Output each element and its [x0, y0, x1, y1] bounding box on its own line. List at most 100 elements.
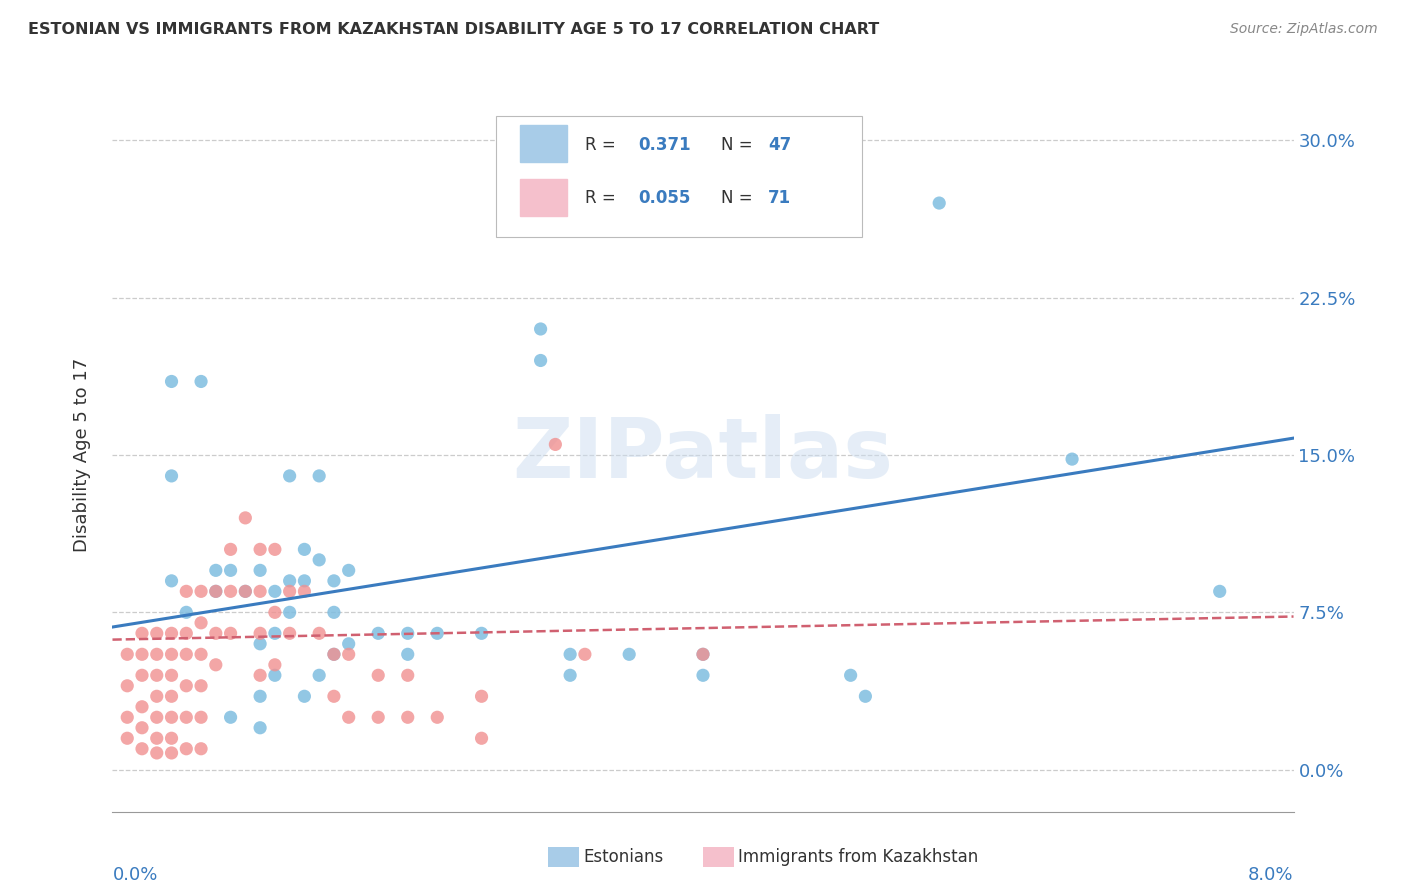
Point	[174, 584, 197, 599]
Point	[219, 626, 242, 640]
Point	[190, 375, 212, 389]
Point	[249, 626, 271, 640]
Text: ZIPatlas: ZIPatlas	[513, 415, 893, 495]
Point	[249, 637, 271, 651]
Point	[249, 721, 271, 735]
Point	[190, 648, 212, 662]
Text: 47: 47	[768, 136, 792, 153]
Point	[219, 710, 242, 724]
Point	[160, 731, 183, 746]
Point	[308, 626, 330, 640]
Point	[574, 648, 596, 662]
Point	[205, 584, 228, 599]
Point	[160, 574, 183, 588]
Point	[264, 626, 287, 640]
Point	[146, 710, 169, 724]
Point	[264, 584, 287, 599]
Point	[249, 563, 271, 577]
Point	[174, 741, 197, 756]
Point	[146, 668, 169, 682]
Point	[560, 668, 582, 682]
Point	[131, 648, 153, 662]
Point	[264, 605, 287, 619]
Point	[160, 690, 183, 704]
Point	[323, 648, 346, 662]
Point	[174, 648, 197, 662]
Point	[117, 731, 138, 746]
Point	[426, 710, 449, 724]
Point	[264, 657, 287, 672]
Point	[839, 668, 862, 682]
Point	[146, 746, 169, 760]
Point	[205, 584, 228, 599]
Point	[337, 710, 360, 724]
Point	[264, 542, 287, 557]
Point	[292, 542, 315, 557]
Point	[219, 563, 242, 577]
Point	[160, 469, 183, 483]
Point	[308, 469, 330, 483]
Point	[174, 710, 197, 724]
Text: ESTONIAN VS IMMIGRANTS FROM KAZAKHSTAN DISABILITY AGE 5 TO 17 CORRELATION CHART: ESTONIAN VS IMMIGRANTS FROM KAZAKHSTAN D…	[28, 22, 879, 37]
Point	[219, 584, 242, 599]
Point	[337, 637, 360, 651]
Point	[160, 375, 183, 389]
Point	[205, 657, 228, 672]
Point	[292, 584, 315, 599]
Text: 0.371: 0.371	[638, 136, 690, 153]
Text: N =: N =	[721, 189, 758, 207]
Point	[619, 648, 641, 662]
Point	[323, 648, 346, 662]
Point	[190, 679, 212, 693]
FancyBboxPatch shape	[496, 116, 862, 237]
Point	[117, 648, 138, 662]
Text: 8.0%: 8.0%	[1249, 866, 1294, 884]
Y-axis label: Disability Age 5 to 17: Disability Age 5 to 17	[73, 358, 91, 552]
Point	[278, 605, 301, 619]
Point	[367, 710, 389, 724]
Point	[308, 553, 330, 567]
Point	[146, 731, 169, 746]
Point	[249, 668, 271, 682]
Point	[174, 679, 197, 693]
Point	[233, 584, 256, 599]
Point	[249, 542, 271, 557]
Text: 0.055: 0.055	[638, 189, 690, 207]
Point	[471, 690, 494, 704]
Point	[160, 710, 183, 724]
Point	[278, 584, 301, 599]
Point	[233, 511, 256, 525]
Point	[337, 563, 360, 577]
Point	[308, 668, 330, 682]
Point	[146, 690, 169, 704]
Bar	[520, 125, 567, 162]
Point	[367, 626, 389, 640]
Point	[160, 648, 183, 662]
Point	[292, 574, 315, 588]
Point	[529, 322, 551, 336]
Point	[367, 668, 389, 682]
Text: Source: ZipAtlas.com: Source: ZipAtlas.com	[1230, 22, 1378, 37]
Point	[117, 679, 138, 693]
Point	[131, 699, 153, 714]
Point	[692, 668, 714, 682]
Point	[160, 626, 183, 640]
Point	[160, 746, 183, 760]
Point	[426, 626, 449, 640]
Point	[146, 648, 169, 662]
Point	[560, 648, 582, 662]
Point	[692, 648, 714, 662]
Point	[219, 542, 242, 557]
Point	[928, 196, 950, 211]
Point	[160, 668, 183, 682]
Point	[529, 353, 551, 368]
Point	[249, 690, 271, 704]
Text: 71: 71	[768, 189, 792, 207]
Point	[233, 584, 256, 599]
Point	[278, 626, 301, 640]
Point	[323, 690, 346, 704]
Point	[146, 626, 169, 640]
Point	[131, 626, 153, 640]
Point	[190, 615, 212, 630]
Point	[205, 563, 228, 577]
